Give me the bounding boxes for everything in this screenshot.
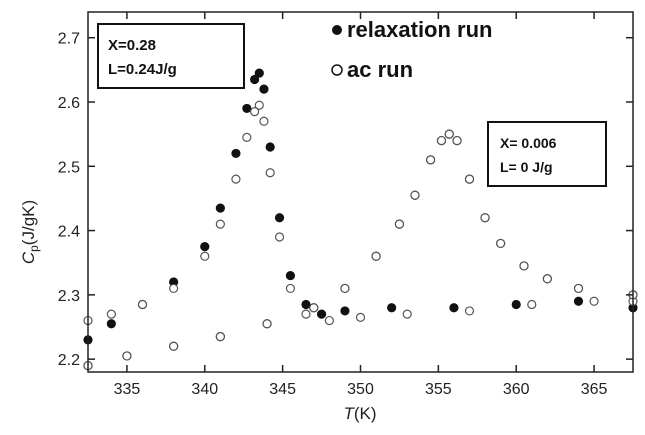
data-point — [340, 306, 350, 316]
legend: relaxation run ac run — [331, 17, 492, 82]
data-point — [254, 100, 264, 110]
data-point — [519, 261, 529, 271]
x-tick-label: 355 — [425, 381, 452, 398]
x-axis-label: T(K) — [343, 404, 376, 423]
data-point — [340, 283, 350, 294]
ticks-layer: 335 340 345 350 355 360 365 2.2 2.3 2.4 2.5 2.6 2.7 — [58, 12, 633, 398]
data-point — [215, 332, 225, 342]
data-point — [464, 174, 475, 184]
data-point — [106, 309, 116, 319]
data-point — [259, 84, 269, 94]
data-point — [274, 232, 285, 242]
annotation-left-line1: X=0.28 — [108, 37, 156, 54]
data-point — [169, 283, 179, 294]
data-point — [573, 296, 584, 306]
data-point — [285, 283, 296, 294]
data-point — [444, 129, 454, 139]
data-point — [250, 74, 260, 85]
x-tick-label: 345 — [269, 381, 296, 398]
y-tick-label: 2.7 — [58, 31, 80, 48]
annotation-right-box — [487, 121, 607, 187]
series-relaxation — [83, 68, 638, 345]
data-point — [262, 319, 272, 329]
data-point — [480, 213, 490, 223]
data-point — [169, 341, 179, 351]
legend-marker-ac — [331, 64, 343, 76]
legend-marker-relaxation — [332, 25, 342, 35]
y-tick-label: 2.2 — [58, 352, 80, 369]
data-point — [242, 103, 252, 114]
data-point — [265, 142, 275, 152]
series-layer — [83, 68, 638, 371]
data-point — [301, 309, 311, 319]
data-point — [355, 312, 366, 322]
data-point — [242, 132, 252, 142]
data-point — [301, 299, 311, 310]
data-point — [316, 309, 327, 319]
data-point — [436, 135, 447, 146]
data-point — [452, 135, 462, 146]
annotation-left: X=0.28 L=0.24J/g — [97, 23, 245, 89]
annotation-right-line1: X= 0.006 — [500, 135, 557, 151]
data-point — [402, 309, 412, 319]
data-point — [371, 251, 381, 261]
x-tick-label: 360 — [503, 381, 530, 398]
data-point — [425, 155, 436, 165]
annotation-right-line2: L= 0 J/g — [500, 159, 553, 175]
data-point — [200, 251, 210, 261]
data-point — [254, 68, 264, 78]
series-ac — [83, 129, 638, 371]
data-point — [215, 203, 225, 213]
data-point — [231, 148, 241, 159]
annotation-right: X= 0.006 L= 0 J/g — [487, 121, 607, 187]
data-point — [250, 107, 260, 117]
annotation-left-line2: L=0.24J/g — [108, 61, 177, 78]
data-point — [387, 303, 397, 313]
y-tick-label: 2.3 — [58, 288, 80, 305]
x-tick-label: 340 — [191, 381, 218, 398]
data-point — [309, 303, 319, 313]
data-point — [259, 116, 269, 126]
data-point — [542, 274, 552, 284]
data-point — [449, 303, 459, 313]
data-point — [274, 213, 285, 223]
x-tick-label: 350 — [347, 381, 374, 398]
y-axis-label: Cp(J/gK) — [19, 200, 41, 264]
data-point — [231, 174, 241, 184]
data-point — [394, 219, 405, 229]
data-point — [324, 315, 334, 326]
y-tick-label: 2.6 — [58, 95, 80, 112]
x-axis-label-unit: (K) — [354, 404, 377, 423]
data-point — [285, 270, 296, 281]
data-point — [200, 242, 210, 252]
data-point — [122, 351, 132, 361]
x-tick-label: 335 — [114, 381, 141, 398]
legend-label-relaxation: relaxation run — [347, 17, 492, 42]
x-axis-label-italic: T — [343, 404, 355, 423]
legend-label-ac: ac run — [347, 57, 413, 82]
data-point — [511, 299, 521, 310]
data-point — [496, 238, 506, 249]
data-point — [589, 296, 599, 306]
x-tick-label: 365 — [581, 381, 608, 398]
data-point — [215, 219, 225, 229]
annotation-left-box — [97, 23, 245, 89]
data-point — [573, 283, 584, 294]
data-point — [137, 299, 148, 310]
data-point — [410, 190, 420, 200]
y-axis-label-main: C — [19, 251, 38, 264]
data-point — [106, 319, 116, 329]
y-tick-label: 2.4 — [58, 224, 80, 241]
data-point — [527, 299, 537, 310]
y-axis-label-unit: (J/gK) — [19, 200, 38, 245]
y-tick-label: 2.5 — [58, 159, 80, 176]
y-axis-label-sub: p — [27, 245, 41, 252]
data-point — [169, 277, 179, 287]
data-point — [265, 168, 275, 178]
data-point — [464, 306, 475, 316]
